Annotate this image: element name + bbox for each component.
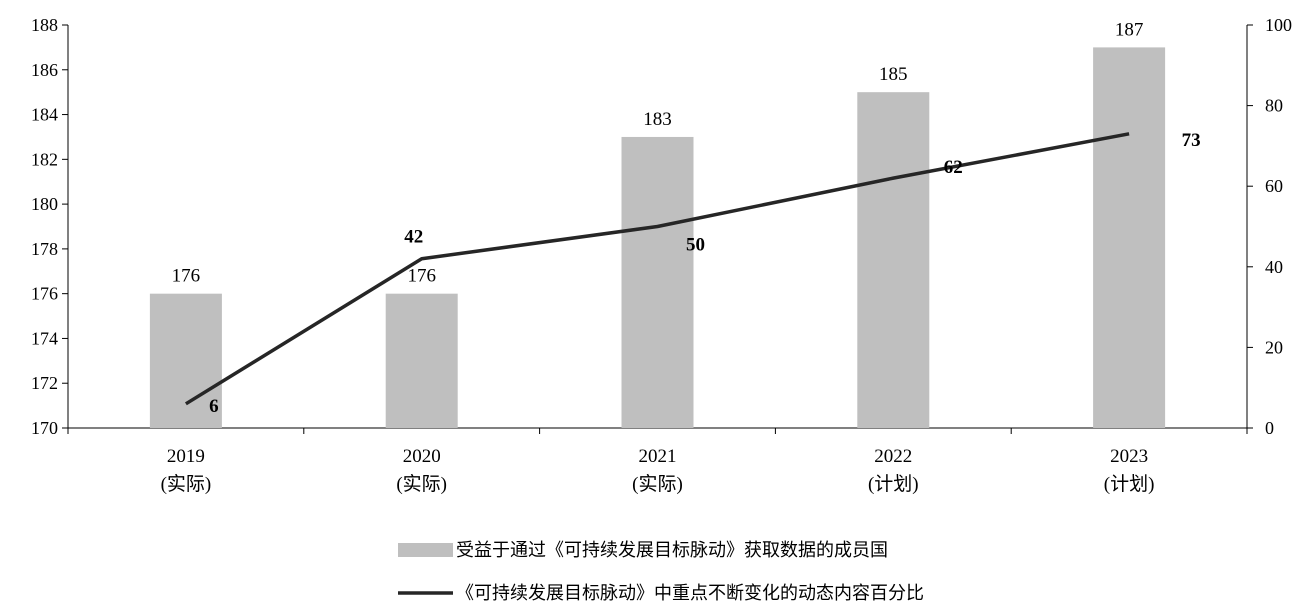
legend-bar-swatch [398,543,453,557]
y-left-tick-label: 176 [31,284,58,304]
line-series: 6 42 50 62 73 [184,130,1201,417]
bar [385,293,458,428]
x-tick-sublabel: (实际) [632,473,683,495]
y-right-tick-label: 80 [1265,96,1283,116]
x-tick-label: 2020 [403,446,441,467]
line-data-label: 62 [944,157,963,178]
line-data-label: 42 [404,227,423,248]
x-tick-label: 2019 [167,446,205,467]
x-tick-label: 2023 [1110,446,1148,467]
bar-data-label: 176 [172,266,201,287]
line-data-label: 50 [686,235,705,256]
axes: 170 172 174 176 178 180 182 184 186 188 0 20 40 60 80 1… [31,15,1292,438]
bar-data-label: 176 [407,266,436,287]
y-left-tick-label: 188 [31,15,58,35]
x-tick-sublabel: (计划) [868,473,919,495]
bar-data-label: 187 [1115,19,1144,40]
x-tick-sublabel: (实际) [161,473,212,495]
y-right-tick-label: 0 [1265,418,1274,438]
legend: 受益于通过《可持续发展目标脉动》获取数据的成员国《可持续发展目标脉动》中重点不断… [398,540,924,602]
bar [621,136,694,428]
x-tick-sublabel: (计划) [1104,473,1155,495]
y-left-tick-label: 174 [31,328,58,348]
x-tick-label: 2022 [874,446,912,467]
y-right-tick-label: 20 [1265,337,1283,357]
bar [149,293,222,428]
y-right-tick-label: 100 [1265,15,1292,35]
bar [857,92,930,429]
y-left-tick-label: 170 [31,418,58,438]
y-right-tick-label: 60 [1265,176,1283,196]
x-tick-sublabel: (实际) [396,473,447,495]
line-data-label: 73 [1182,130,1201,151]
bar-series: 176 176 183 185 187 [149,19,1166,429]
bar-data-label: 185 [879,64,908,85]
bar [1093,47,1166,429]
legend-line-label: 《可持续发展目标脉动》中重点不断变化的动态内容百分比 [456,583,924,602]
y-left-tick-label: 184 [31,105,58,125]
x-tick-label: 2021 [639,446,677,467]
bar-data-label: 183 [643,109,672,130]
y-right-tick-label: 40 [1265,257,1283,277]
legend-bar-label: 受益于通过《可持续发展目标脉动》获取数据的成员国 [456,540,888,561]
line-data-label: 6 [209,396,219,417]
y-left-tick-label: 186 [31,60,58,80]
y-left-tick-label: 178 [31,239,58,259]
y-left-tick-label: 182 [31,149,58,169]
category-labels: 2019 (实际) 2020 (实际) 2021 (实际) 2022 (计划) 2023 (计划) [161,446,1155,495]
y-left-tick-label: 180 [31,194,58,214]
y-left-tick-label: 172 [31,373,58,393]
